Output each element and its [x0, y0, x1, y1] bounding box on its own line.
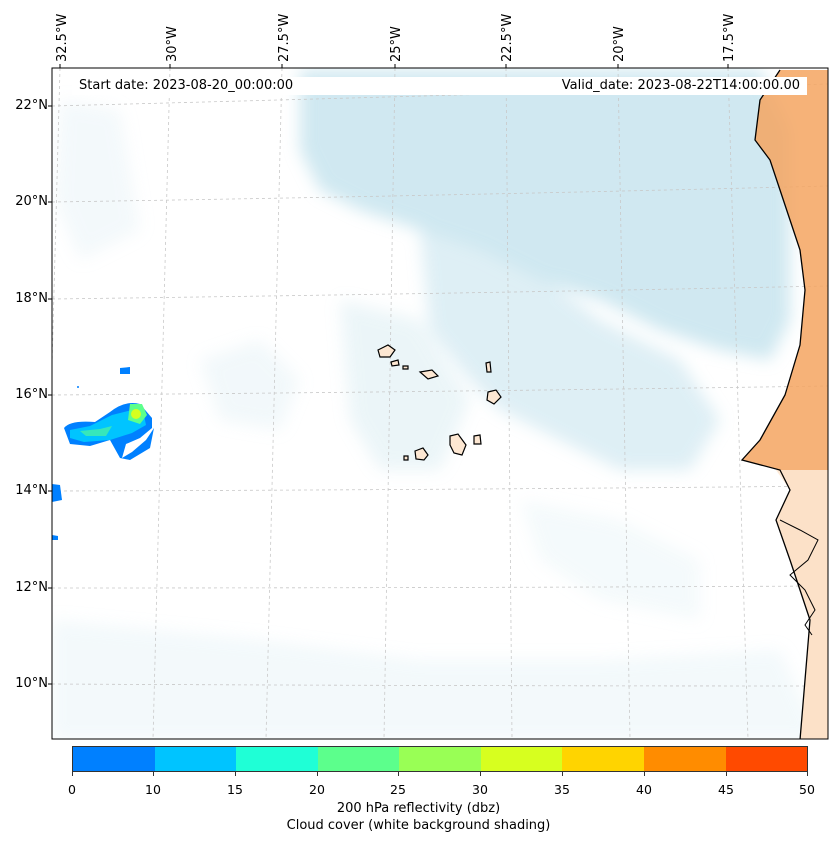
- colorbar-tickmark: [398, 772, 399, 776]
- colorbar-tick-label: 50: [799, 782, 815, 797]
- lat-label-20n: 20°N: [15, 194, 48, 209]
- africa-land: [740, 69, 828, 739]
- colorbar-segment: [317, 747, 400, 771]
- map-header-bar: [72, 77, 807, 95]
- colorbar-segment: [480, 747, 563, 771]
- colorbar-tickmark: [562, 772, 563, 776]
- colorbar-segment: [154, 747, 237, 771]
- lat-label-16n: 16°N: [15, 387, 48, 402]
- colorbar-title: 200 hPa reflectivity (dbz): [336, 801, 501, 816]
- colorbar-tickmark: [726, 772, 727, 776]
- colorbar-tickmark: [807, 772, 808, 776]
- lon-label-22-5w: 22.5°W: [500, 13, 515, 62]
- colorbar-tick-label: 25: [390, 782, 406, 797]
- lon-label-25w: 25°W: [389, 26, 404, 62]
- colorbar-tickmark: [480, 772, 481, 776]
- colorbar-tickmark: [72, 772, 73, 776]
- colorbar-tickmark: [644, 772, 645, 776]
- map-border: [51, 67, 829, 740]
- colorbar-segment: [643, 747, 726, 771]
- reflectivity-cells: [52, 367, 154, 540]
- lon-label-27-5w: 27.5°W: [277, 13, 292, 62]
- lat-label-10n: 10°N: [15, 676, 48, 691]
- reflectivity-colorbar: [72, 746, 808, 772]
- colorbar-tick-label: 45: [718, 782, 734, 797]
- lon-label-30w: 30°W: [165, 26, 180, 62]
- cape-verde-islands: [377, 344, 502, 461]
- graticule: [52, 68, 828, 739]
- start-date-label: Start date: 2023-08-20_00:00:00: [79, 78, 294, 93]
- colorbar-segment: [236, 747, 318, 771]
- colorbar-tick-label: 20: [309, 782, 325, 797]
- colorbar-segment: [399, 747, 481, 771]
- lat-label-18n: 18°N: [15, 291, 48, 306]
- lon-label-20w: 20°W: [612, 26, 627, 62]
- lon-label-32-5w: 32.5°W: [55, 13, 70, 62]
- colorbar-tickmark: [235, 772, 236, 776]
- colorbar-tick-label: 30: [472, 782, 488, 797]
- colorbar-tick-label: 35: [554, 782, 570, 797]
- colorbar-tick-label: 10: [145, 782, 161, 797]
- colorbar-subtitle: Cloud cover (white background shading): [286, 818, 551, 833]
- colorbar-segment: [73, 747, 155, 771]
- cloud-cover-layer: [52, 70, 820, 739]
- colorbar-tickmark: [153, 772, 154, 776]
- colorbar-tick-label: 0: [68, 782, 76, 797]
- axis-tick-marks: [48, 64, 729, 685]
- lat-label-14n: 14°N: [15, 483, 48, 498]
- lon-label-17-5w: 17.5°W: [722, 13, 737, 62]
- colorbar-segment: [562, 747, 644, 771]
- colorbar-segment: [725, 747, 808, 771]
- colorbar-tick-label: 15: [227, 782, 243, 797]
- lat-label-12n: 12°N: [15, 580, 48, 595]
- colorbar-tickmark: [317, 772, 318, 776]
- valid-date-label: Valid_date: 2023-08-22T14:00:00.00: [561, 78, 800, 93]
- colorbar-tick-label: 40: [636, 782, 652, 797]
- lat-label-22n: 22°N: [15, 98, 48, 113]
